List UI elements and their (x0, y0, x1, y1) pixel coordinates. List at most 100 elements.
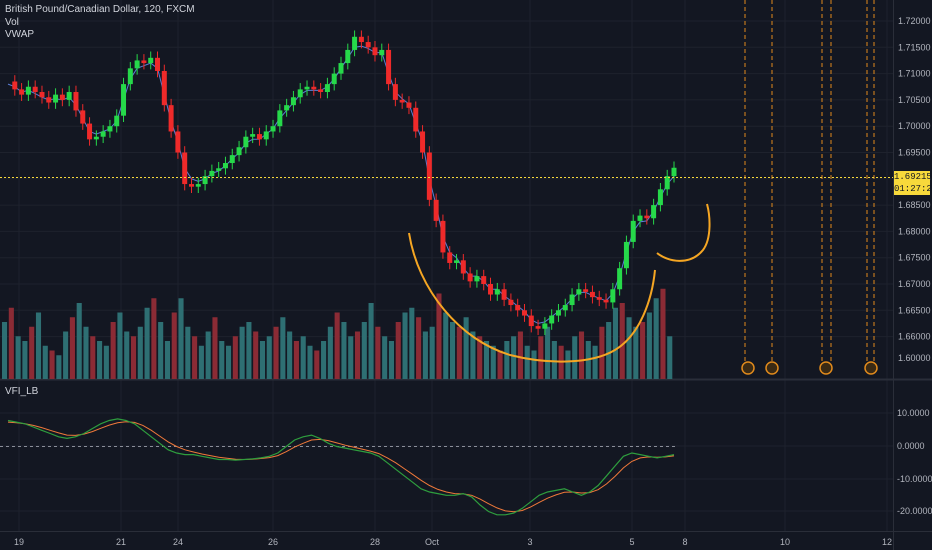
volume-bar (212, 317, 218, 379)
candle-body (392, 84, 398, 100)
price-tick-label: 1.66000 (898, 332, 931, 342)
candle-body (420, 131, 426, 153)
volume-bar (90, 336, 96, 379)
candle-body (222, 163, 228, 169)
volume-bar (524, 345, 530, 379)
candle-body (671, 167, 677, 177)
candle-body (195, 184, 201, 187)
volume-bar (287, 331, 293, 379)
price-tick-label: 1.67000 (898, 279, 931, 289)
candle-body (528, 315, 534, 327)
volume-bar (606, 322, 612, 379)
volume-bar (402, 312, 408, 379)
instrument-title[interactable]: British Pound/Canadian Dollar, 120, FXCM (5, 4, 195, 15)
volume-bar (246, 322, 252, 379)
candle-body (127, 68, 133, 85)
indicator-vol-label[interactable]: Vol (5, 17, 19, 28)
candle-body (413, 107, 419, 132)
volume-bar (266, 336, 272, 379)
volume-bar (531, 350, 537, 379)
event-markers (741, 0, 878, 375)
candle-body (379, 49, 385, 56)
candle-body (569, 294, 575, 306)
candle-body (182, 152, 188, 185)
candle-body (100, 131, 106, 137)
candle-body (243, 136, 249, 148)
last-price-tag: 1.69215 (894, 171, 932, 183)
time-tick-label: 10 (780, 537, 790, 547)
time-tick-label: Oct (425, 537, 440, 547)
volume-bar (660, 288, 666, 379)
candle-body (610, 289, 616, 303)
economic-event-icon[interactable] (819, 361, 833, 375)
candle-body (440, 220, 446, 253)
volume-bar (158, 322, 164, 379)
candle-body (290, 97, 296, 106)
volume-bar (470, 331, 476, 379)
candle-body (664, 176, 670, 190)
candle-body (318, 89, 324, 93)
volume-bar (300, 336, 306, 379)
volume-bar (450, 322, 456, 379)
candle-body (474, 276, 480, 282)
volume-bar (538, 336, 544, 379)
volume-bar (178, 298, 184, 379)
volume-bar (504, 341, 510, 379)
volume-bar (2, 322, 8, 379)
volume-bar (76, 303, 82, 379)
candle-body (175, 131, 181, 153)
vfi-axis[interactable]: 10.0000 0.0000 -10.0000 -20.0000 (897, 408, 932, 516)
cup-annotation-curve[interactable] (408, 232, 656, 363)
candle-body (399, 99, 405, 103)
price-tick-label: 1.68000 (898, 226, 931, 236)
vfi-tick-label: 10.0000 (897, 408, 930, 418)
volume-bar (151, 298, 157, 379)
candle-body (657, 189, 663, 206)
candle-body (250, 134, 256, 137)
candle-body (209, 170, 215, 177)
volume-bar (83, 326, 89, 379)
candle-body (603, 299, 609, 303)
vfi-tick-label: -20.0000 (897, 506, 932, 516)
candle-body (256, 134, 262, 140)
volume-bar (483, 341, 490, 379)
candle-body (331, 73, 337, 85)
volume-bar (619, 303, 625, 379)
handle-annotation-curve[interactable] (656, 203, 711, 262)
economic-event-icon[interactable] (741, 361, 755, 375)
candle-body (372, 47, 378, 56)
candle-body (236, 147, 242, 156)
candle-body (515, 305, 521, 311)
candle-body (488, 284, 494, 295)
price-tick-label: 1.68500 (898, 200, 931, 210)
volume-bar (144, 307, 150, 379)
candle-body (555, 310, 561, 316)
volume-bar (103, 345, 109, 379)
candle-body (73, 92, 79, 111)
candle-body (229, 155, 235, 164)
candle-body (549, 315, 555, 324)
volume-bar (117, 312, 123, 379)
vfi-tick-label: -10.0000 (897, 474, 932, 484)
candle-body (589, 291, 595, 298)
volume-bar (226, 345, 232, 379)
indicator-vwap-label[interactable]: VWAP (5, 29, 35, 40)
candle-body (345, 49, 351, 64)
economic-event-icon[interactable] (864, 361, 878, 375)
candle-body (19, 89, 25, 95)
candle-body (304, 86, 310, 90)
volume-bar (599, 326, 605, 379)
volume-bar (368, 303, 374, 379)
time-tick-label: 24 (173, 537, 183, 547)
indicator-vfi-label[interactable]: VFI_LB (5, 386, 39, 397)
candle-body (623, 241, 629, 269)
volume-bar (164, 341, 170, 379)
volume-bar (443, 312, 449, 379)
economic-event-icon[interactable] (765, 361, 779, 375)
volume-bar (327, 326, 333, 379)
volume-bar (382, 336, 388, 379)
volume-bar (171, 312, 177, 379)
time-axis[interactable]: 19 21 24 26 28 Oct 3 5 8 10 12 (14, 537, 892, 547)
volume-bar (511, 336, 517, 379)
